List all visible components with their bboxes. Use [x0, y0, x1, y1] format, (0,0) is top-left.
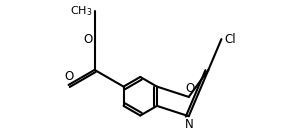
- Text: O: O: [84, 33, 93, 46]
- Text: Cl: Cl: [224, 33, 236, 46]
- Text: O: O: [185, 82, 194, 95]
- Text: CH$_3$: CH$_3$: [70, 5, 93, 18]
- Text: N: N: [185, 118, 194, 131]
- Text: O: O: [64, 70, 73, 83]
